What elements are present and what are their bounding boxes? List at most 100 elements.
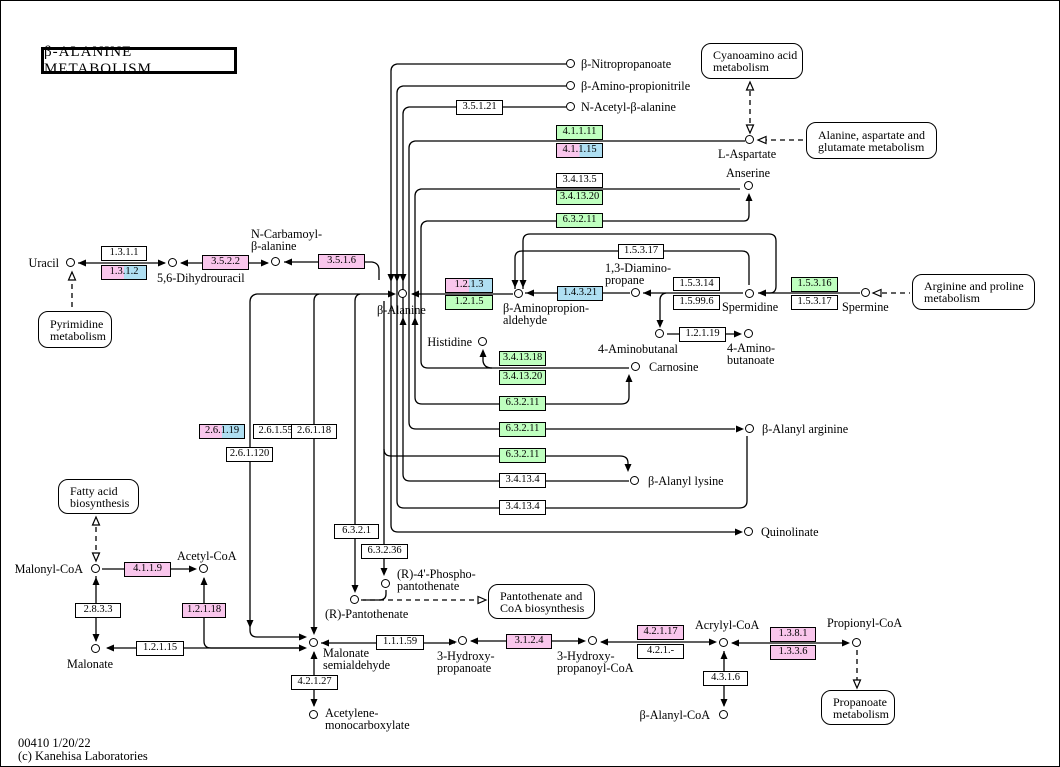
compound-node-3-Hydroxypropanoate[interactable] bbox=[458, 636, 467, 645]
compound-node-β-Alanyl arginine[interactable] bbox=[745, 424, 754, 433]
compound-label: Carnosine bbox=[649, 360, 699, 374]
compound-node-Quinolinate[interactable] bbox=[744, 527, 753, 536]
enzyme-box-1.2.1.15[interactable]: 1.2.1.15 bbox=[136, 641, 184, 656]
enzyme-box-1.4.3.21[interactable]: 1.4.3.21 bbox=[557, 286, 603, 301]
compound-node-1,3-Diaminopropane[interactable] bbox=[631, 288, 640, 297]
pathway-link-Cyanoamino acid[interactable]: Cyanoamino acid metabolism bbox=[701, 43, 803, 79]
enzyme-box-6.3.2.1[interactable]: 6.3.2.1 bbox=[334, 524, 379, 539]
compound-label: 3-Hydroxy- propanoate bbox=[437, 649, 495, 675]
enzyme-box-4.1.1.9[interactable]: 4.1.1.9 bbox=[124, 562, 171, 577]
enzyme-box-1.5.3.17[interactable]: 1.5.3.17 bbox=[618, 244, 664, 259]
enzyme-box-2.6.1.18[interactable]: 2.6.1.18 bbox=[291, 424, 337, 439]
compound-node-Malonate semialdehyde[interactable] bbox=[309, 638, 318, 647]
compound-label: Spermidine bbox=[722, 300, 779, 314]
compound-node-β-Amino-propionitrile[interactable] bbox=[566, 81, 575, 90]
compound-node-4-Aminobutanal[interactable] bbox=[655, 329, 664, 338]
enzyme-box-4.2.1.17[interactable]: 4.2.1.17 bbox=[637, 625, 684, 640]
enzyme-box-4.1.1.11[interactable]: 4.1.1.11 bbox=[556, 125, 603, 140]
enzyme-box-6.3.2.36[interactable]: 6.3.2.36 bbox=[361, 544, 408, 559]
compound-label: Acetyl-CoA bbox=[177, 549, 237, 563]
compound-node-Acetyl-CoA[interactable] bbox=[199, 564, 208, 573]
enzyme-box-6.3.2.11[interactable]: 6.3.2.11 bbox=[499, 448, 546, 463]
enzyme-box-3.5.2.2[interactable]: 3.5.2.2 bbox=[202, 255, 249, 270]
compound-label: Anserine bbox=[726, 166, 770, 180]
enzyme-box-1.2.1.18[interactable]: 1.2.1.18 bbox=[182, 603, 226, 618]
enzyme-box-2.6.1.120[interactable]: 2.6.1.120 bbox=[226, 447, 273, 462]
compound-label: β-Alanine bbox=[377, 303, 426, 317]
compound-node-L-Aspartate[interactable] bbox=[745, 135, 754, 144]
enzyme-box-1.5.3.14[interactable]: 1.5.3.14 bbox=[673, 277, 720, 291]
compound-node-3-Hydroxypropanoyl-CoA[interactable] bbox=[588, 636, 597, 645]
pathway-link-Alanine, aspartate and[interactable]: Alanine, aspartate and glutamate metabol… bbox=[806, 122, 937, 159]
compound-label: Acrylyl-CoA bbox=[695, 618, 760, 632]
compound-node-β-Alanyl lysine[interactable] bbox=[630, 476, 639, 485]
compound-node-Histidine[interactable] bbox=[478, 337, 487, 346]
compound-node-Anserine[interactable] bbox=[744, 181, 753, 190]
enzyme-box-4.3.1.6[interactable]: 4.3.1.6 bbox=[703, 671, 748, 686]
compound-node-(R)-4'-Phosphopantothenate[interactable] bbox=[381, 579, 390, 588]
enzyme-box-1.3.8.1[interactable]: 1.3.8.1 bbox=[770, 627, 816, 642]
compound-node-(R)-Pantothenate[interactable] bbox=[350, 595, 359, 604]
enzyme-box-3.5.1.21[interactable]: 3.5.1.21 bbox=[456, 100, 503, 115]
enzyme-box-4.1.1.15[interactable]: 4.1.1.15 bbox=[556, 143, 603, 158]
compound-label: Quinolinate bbox=[761, 525, 819, 539]
pathway-link-Arginine and proline[interactable]: Arginine and proline metabolism bbox=[912, 274, 1035, 310]
enzyme-box-6.3.2.11[interactable]: 6.3.2.11 bbox=[499, 396, 546, 411]
enzyme-box-1.2.1.3[interactable]: 1.2.1.3 bbox=[445, 278, 493, 293]
compound-label: (R)-4'-Phospho- pantothenate bbox=[397, 567, 476, 593]
enzyme-box-1.2.1.5[interactable]: 1.2.1.5 bbox=[445, 295, 493, 310]
compound-node-β-Alanyl-CoA[interactable] bbox=[719, 710, 728, 719]
enzyme-box-1.5.3.16[interactable]: 1.5.3.16 bbox=[791, 277, 838, 292]
pathway-link-Fatty acid[interactable]: Fatty acid biosynthesis bbox=[58, 479, 139, 514]
enzyme-box-1.3.1.1[interactable]: 1.3.1.1 bbox=[101, 246, 147, 261]
compound-node-Malonyl-CoA[interactable] bbox=[91, 564, 100, 573]
compound-label: L-Aspartate bbox=[718, 147, 777, 161]
enzyme-box-4.2.1.-[interactable]: 4.2.1.- bbox=[637, 644, 684, 659]
compound-label: 5,6-Dihydrouracil bbox=[157, 271, 245, 285]
pathway-link-Pantothenate and[interactable]: Pantothenate and CoA biosynthesis bbox=[488, 584, 595, 619]
compound-node-Carnosine[interactable] bbox=[631, 362, 640, 371]
compound-node-β-Nitropropanoate[interactable] bbox=[566, 59, 575, 68]
enzyme-box-3.4.13.18[interactable]: 3.4.13.18 bbox=[499, 351, 546, 366]
enzyme-box-1.1.1.59[interactable]: 1.1.1.59 bbox=[376, 635, 424, 650]
compound-node-N-Acetyl-β-alanine[interactable] bbox=[566, 102, 575, 111]
enzyme-box-3.4.13.20[interactable]: 3.4.13.20 bbox=[556, 190, 603, 205]
footer-line2: (c) Kanehisa Laboratories bbox=[18, 749, 148, 763]
enzyme-box-6.3.2.11[interactable]: 6.3.2.11 bbox=[499, 422, 546, 437]
enzyme-box-2.8.3.3[interactable]: 2.8.3.3 bbox=[75, 603, 121, 618]
compound-node-Acetylene-monocarboxylate[interactable] bbox=[309, 710, 318, 719]
compound-node-N-Carbamoyl-β-alanine[interactable] bbox=[271, 257, 280, 266]
enzyme-box-1.5.99.6[interactable]: 1.5.99.6 bbox=[673, 295, 720, 310]
enzyme-box-3.4.13.4[interactable]: 3.4.13.4 bbox=[499, 473, 546, 488]
compound-node-Acrylyl-CoA[interactable] bbox=[719, 638, 728, 647]
enzyme-box-3.4.13.5[interactable]: 3.4.13.5 bbox=[556, 173, 603, 188]
compound-node-Uracil[interactable] bbox=[66, 258, 75, 267]
enzyme-box-3.1.2.4[interactable]: 3.1.2.4 bbox=[506, 634, 552, 649]
compound-node-Spermine[interactable] bbox=[861, 288, 870, 297]
enzyme-box-1.5.3.17[interactable]: 1.5.3.17 bbox=[791, 295, 838, 310]
compound-node-Malonate[interactable] bbox=[91, 644, 100, 653]
compound-label: N-Acetyl-β-alanine bbox=[581, 100, 676, 114]
enzyme-box-6.3.2.11[interactable]: 6.3.2.11 bbox=[556, 213, 603, 228]
compound-label: Malonate bbox=[67, 657, 114, 671]
enzyme-box-3.4.13.20[interactable]: 3.4.13.20 bbox=[499, 370, 546, 385]
enzyme-box-1.2.1.19[interactable]: 1.2.1.19 bbox=[679, 327, 726, 342]
compound-label: Uracil bbox=[28, 256, 59, 270]
compound-label: Propionyl-CoA bbox=[827, 616, 903, 630]
enzyme-box-1.3.1.2[interactable]: 1.3.1.2 bbox=[101, 265, 147, 280]
enzyme-box-3.4.13.4[interactable]: 3.4.13.4 bbox=[499, 500, 546, 515]
pathway-link-Propanoate[interactable]: Propanoate metabolism bbox=[821, 690, 895, 725]
enzyme-box-4.2.1.27[interactable]: 4.2.1.27 bbox=[291, 675, 338, 690]
compound-node-4-Aminobutanoate[interactable] bbox=[744, 329, 753, 338]
compound-node-Propionyl-CoA[interactable] bbox=[852, 638, 861, 647]
enzyme-box-3.5.1.6[interactable]: 3.5.1.6 bbox=[318, 254, 365, 269]
pathway-link-Pyrimidine[interactable]: Pyrimidine metabolism bbox=[38, 311, 112, 348]
compound-node-5,6-Dihydrouracil[interactable] bbox=[168, 258, 177, 267]
compound-node-β-Alanine[interactable] bbox=[398, 289, 407, 298]
compound-node-β-Aminopropionaldehyde[interactable] bbox=[514, 289, 523, 298]
enzyme-box-1.3.3.6[interactable]: 1.3.3.6 bbox=[770, 645, 816, 660]
compound-label: β-Alanyl-CoA bbox=[639, 708, 710, 722]
compound-node-Spermidine[interactable] bbox=[745, 289, 754, 298]
enzyme-box-2.6.1.19[interactable]: 2.6.1.19 bbox=[199, 424, 245, 439]
